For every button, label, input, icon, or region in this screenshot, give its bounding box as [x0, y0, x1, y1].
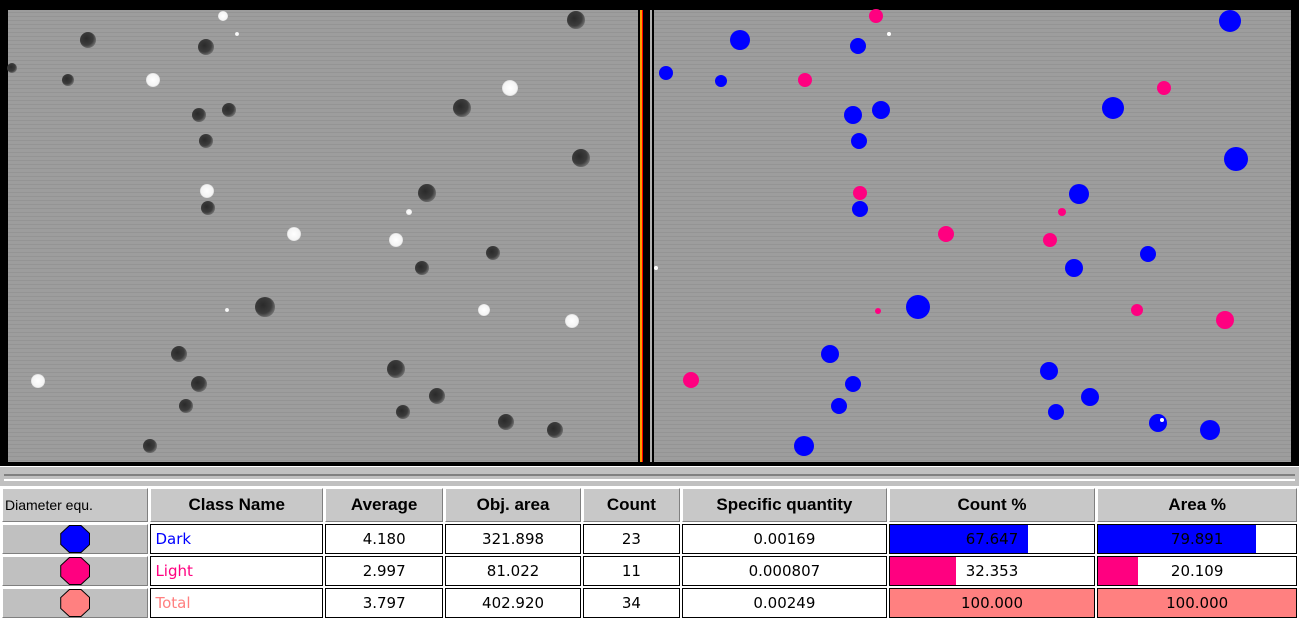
specific-quantity-cell: 0.00169 — [682, 524, 887, 554]
panel-splitter[interactable] — [0, 466, 1299, 486]
class-color-swatch — [61, 590, 90, 616]
count-pct-cell: 32.353 — [888, 556, 1096, 586]
column-header-area-pct[interactable]: Area % — [1097, 488, 1297, 522]
obj-area-cell: 402.920 — [445, 588, 581, 618]
column-header-count[interactable]: Count — [582, 488, 681, 522]
original-image — [7, 10, 638, 462]
area-pct-value: 20.109 — [1170, 562, 1224, 580]
class-color-swatch — [61, 558, 90, 584]
count-pct-bar — [889, 557, 956, 585]
class-color-cell[interactable] — [2, 588, 149, 618]
table-row[interactable]: Light 2.997 81.022 11 0.000807 32.353 20… — [2, 556, 1297, 586]
average-cell: 3.797 — [324, 588, 444, 618]
column-header-specific-quantity[interactable]: Specific quantity — [682, 488, 887, 522]
area-pct-bar — [1098, 589, 1296, 617]
specific-quantity-cell: 0.000807 — [682, 556, 887, 586]
table-row[interactable]: Total 3.797 402.920 34 0.00249 100.000 1… — [2, 588, 1297, 618]
count-pct-value: 100.000 — [960, 594, 1024, 612]
average-cell: 2.997 — [324, 556, 444, 586]
count-pct-bar — [889, 525, 1029, 553]
octagon-icon — [60, 557, 91, 585]
count-cell: 11 — [582, 556, 681, 586]
results-table: Diameter equ. Class Name Average Obj. ar… — [0, 486, 1299, 620]
count-pct-bar — [889, 589, 1095, 617]
column-header-diameter[interactable]: Diameter equ. — [2, 488, 149, 522]
specific-quantity-cell: 0.00249 — [682, 588, 887, 618]
class-name-cell: Total — [150, 588, 323, 618]
table-row[interactable]: Dark 4.180 321.898 23 0.00169 67.647 79.… — [2, 524, 1297, 554]
column-header-class-name[interactable]: Class Name — [150, 488, 323, 522]
column-header-count-pct[interactable]: Count % — [888, 488, 1096, 522]
area-pct-bar — [1098, 557, 1139, 585]
count-pct-cell: 100.000 — [888, 588, 1096, 618]
table-header-row: Diameter equ. Class Name Average Obj. ar… — [2, 488, 1297, 522]
class-color-swatch — [61, 526, 90, 552]
area-pct-value: 100.000 — [1166, 594, 1229, 612]
octagon-icon — [60, 525, 91, 553]
area-pct-value: 79.891 — [1170, 530, 1224, 548]
class-color-cell[interactable] — [2, 556, 149, 586]
count-pct-value: 67.647 — [965, 530, 1019, 548]
class-name-cell: Dark — [150, 524, 323, 554]
count-cell: 34 — [582, 588, 681, 618]
area-pct-cell: 79.891 — [1097, 524, 1297, 554]
class-name-cell: Light — [150, 556, 323, 586]
count-pct-cell: 67.647 — [888, 524, 1096, 554]
image-viewer — [0, 0, 1299, 466]
column-header-average[interactable]: Average — [324, 488, 444, 522]
image-comparison — [7, 9, 1291, 462]
count-pct-value: 32.353 — [965, 562, 1019, 580]
count-cell: 23 — [582, 524, 681, 554]
area-pct-cell: 20.109 — [1097, 556, 1297, 586]
results-table-panel: Diameter equ. Class Name Average Obj. ar… — [0, 486, 1299, 632]
class-color-cell[interactable] — [2, 524, 149, 554]
classified-image — [654, 9, 1291, 462]
splitter-highlight — [4, 479, 1295, 481]
octagon-icon — [60, 589, 91, 617]
column-header-obj-area[interactable]: Obj. area — [445, 488, 581, 522]
obj-area-cell: 321.898 — [445, 524, 581, 554]
area-pct-cell: 100.000 — [1097, 588, 1297, 618]
obj-area-cell: 81.022 — [445, 556, 581, 586]
area-pct-bar — [1098, 525, 1257, 553]
splitter-groove — [4, 474, 1295, 476]
average-cell: 4.180 — [324, 524, 444, 554]
